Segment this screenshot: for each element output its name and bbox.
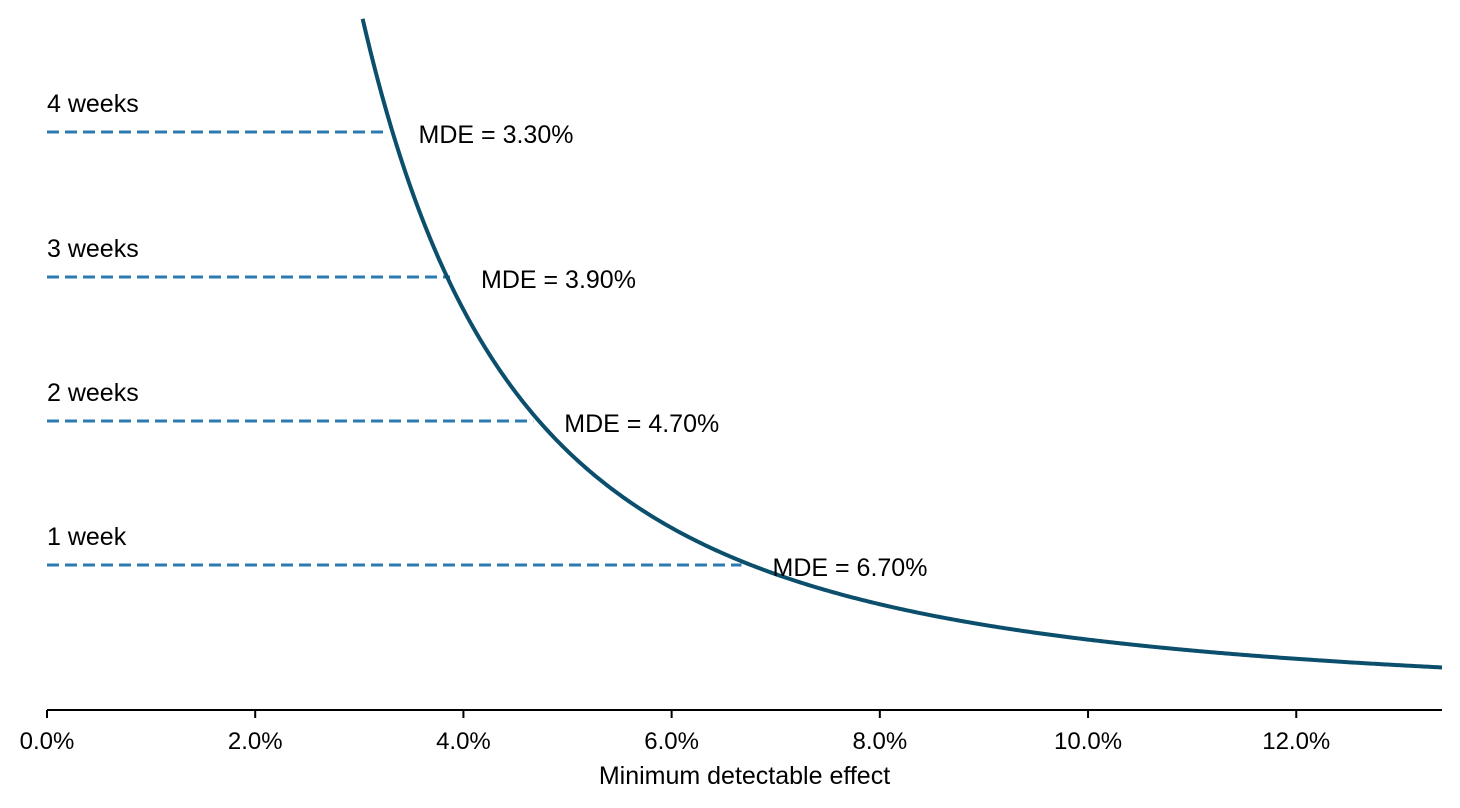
x-tick-label: 12.0% (1262, 728, 1330, 755)
x-axis-title: Minimum detectable effect (599, 762, 890, 790)
x-tick-label: 4.0% (436, 728, 491, 755)
mde-annotation: MDE = 4.70% (564, 410, 719, 438)
mde-annotations-layer: 4 weeks MDE = 3.30% 3 weeks MDE = 3.90% 2 we… (47, 90, 927, 582)
mde-curve-line (360, 18, 1443, 670)
week-label: 4 weeks (47, 90, 139, 118)
x-ticks: 0.0% 2.0% 4.0% 6.0% 8.0% 10.0% 12.0% (20, 710, 1330, 755)
x-tick-label: 0.0% (20, 728, 75, 755)
x-tick-label: 2.0% (228, 728, 283, 755)
week-label: 3 weeks (47, 235, 139, 263)
x-axis: 0.0% 2.0% 4.0% 6.0% 8.0% 10.0% 12.0% (20, 709, 1442, 755)
mde-annotation: MDE = 6.70% (773, 554, 928, 582)
reference-lines-layer (47, 130, 742, 567)
week-label: 1 week (47, 523, 127, 551)
x-tick-label: 6.0% (644, 728, 699, 755)
mde-annotation: MDE = 3.90% (481, 266, 636, 294)
mde-annotation: MDE = 3.30% (419, 121, 574, 149)
week-label: 2 weeks (47, 379, 139, 407)
x-tick-label: 8.0% (852, 728, 907, 755)
x-tick-label: 10.0% (1054, 728, 1122, 755)
